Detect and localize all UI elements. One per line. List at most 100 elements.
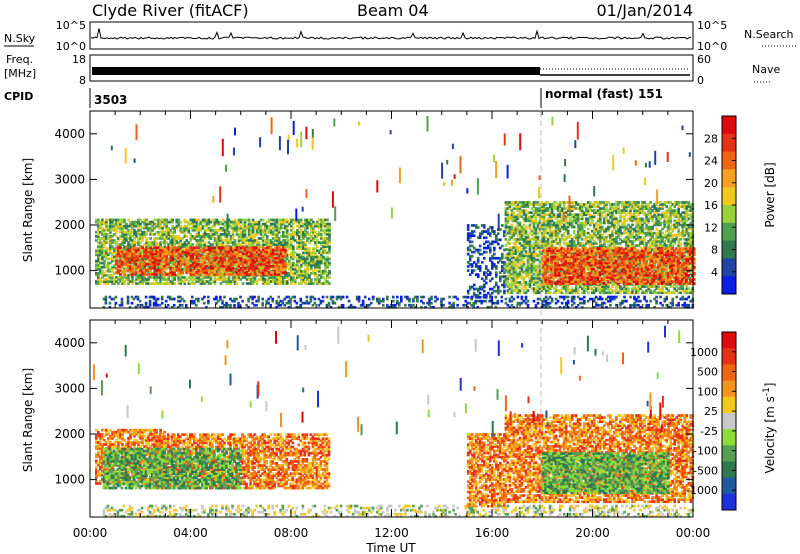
heat-cell (583, 225, 586, 229)
heat-cell (538, 209, 542, 212)
heat-cell (191, 246, 195, 250)
heat-cell (177, 271, 180, 274)
heat-cell (139, 249, 142, 253)
heat-cell (105, 241, 108, 244)
heat-cell (95, 251, 98, 255)
heat-cell (284, 252, 287, 256)
heat-cell (165, 264, 168, 268)
heat-cell (209, 226, 213, 230)
heat-cell (183, 250, 187, 254)
heat-cell (95, 267, 98, 271)
heat-cell (215, 250, 219, 254)
heat-cell (117, 243, 120, 246)
heat-cell (267, 224, 271, 228)
heat-cell (489, 271, 492, 274)
heat-cell (296, 272, 299, 275)
heat-cell (578, 205, 582, 208)
heat-cell (324, 280, 327, 283)
heat-cell (199, 228, 203, 232)
heat-cell (290, 233, 293, 236)
heat-cell (324, 218, 327, 222)
heat-cell (209, 230, 213, 234)
heat-cell (145, 222, 148, 226)
heat-cell (185, 254, 189, 258)
heat-cell (514, 258, 518, 262)
heat-cell (504, 211, 508, 214)
heat-cell (103, 282, 106, 285)
heat-cell (143, 222, 146, 226)
heat-cell (215, 273, 219, 276)
heat-cell (508, 246, 512, 249)
heat-cell (159, 280, 162, 283)
heat-cell (528, 227, 532, 231)
heat-cell (560, 219, 564, 223)
heat-cell (279, 273, 283, 276)
heat-cell (211, 218, 215, 222)
heat-cell (219, 222, 223, 226)
heat-cell (255, 248, 259, 252)
heat-cell (193, 224, 197, 228)
heat-cell (235, 226, 239, 230)
heat-cell (526, 201, 530, 204)
heat-cell (536, 213, 540, 217)
heat-cell (199, 245, 203, 248)
heat-cell (181, 276, 185, 279)
heat-cell (167, 264, 170, 268)
heat-cell (508, 268, 512, 272)
heat-cell (137, 274, 140, 277)
heat-cell (298, 259, 301, 263)
heat-cell (275, 233, 279, 236)
heat-cell (213, 260, 217, 264)
heat-cell (526, 270, 530, 274)
heat-cell (540, 233, 544, 237)
heat-cell (135, 233, 138, 236)
heat-cell (151, 252, 154, 256)
heat-cell (489, 242, 492, 246)
heat-cell (255, 253, 259, 257)
heat-cell (107, 276, 110, 279)
heat-cell (516, 277, 520, 280)
heat-cell (189, 273, 193, 276)
heat-cell (149, 254, 152, 258)
heat-cell (249, 239, 253, 242)
heat-cell (213, 222, 217, 226)
heat-cell (288, 259, 291, 263)
heat-cell (570, 213, 574, 217)
heat-cell (241, 249, 245, 253)
heat-cell (483, 230, 486, 233)
heat-cell (508, 250, 512, 253)
heat-cell (546, 285, 550, 288)
heat-cell (179, 258, 182, 262)
heat-cell (189, 282, 193, 285)
heat-cell (207, 222, 211, 226)
heat-cell (101, 222, 104, 226)
heat-cell (552, 231, 556, 235)
heat-cell (125, 246, 128, 250)
heat-cell (237, 248, 241, 252)
heat-cell (472, 293, 476, 297)
heat-cell (191, 235, 195, 238)
heat-cell (127, 269, 130, 272)
heat-cell (143, 280, 146, 283)
heat-cell (580, 229, 584, 233)
heat-cell (566, 215, 570, 219)
heat-cell (167, 258, 170, 262)
heat-cell (201, 278, 205, 281)
heat-cell (129, 248, 132, 252)
heat-cell (320, 253, 323, 257)
heat-cell (483, 283, 486, 287)
heat-cell (548, 287, 552, 290)
heat-cell (113, 251, 116, 255)
heat-cell (203, 280, 207, 283)
heat-cell (536, 223, 540, 227)
heat-cell (282, 233, 285, 236)
heat-cell (308, 222, 311, 226)
heat-cell (189, 233, 193, 236)
heat-cell (546, 217, 550, 221)
heat-cell (503, 271, 506, 274)
heat-cell (326, 276, 329, 279)
heat-cell (324, 222, 327, 226)
heat-cell (251, 271, 255, 274)
heat-cell (239, 273, 243, 276)
heat-cell (558, 215, 562, 219)
